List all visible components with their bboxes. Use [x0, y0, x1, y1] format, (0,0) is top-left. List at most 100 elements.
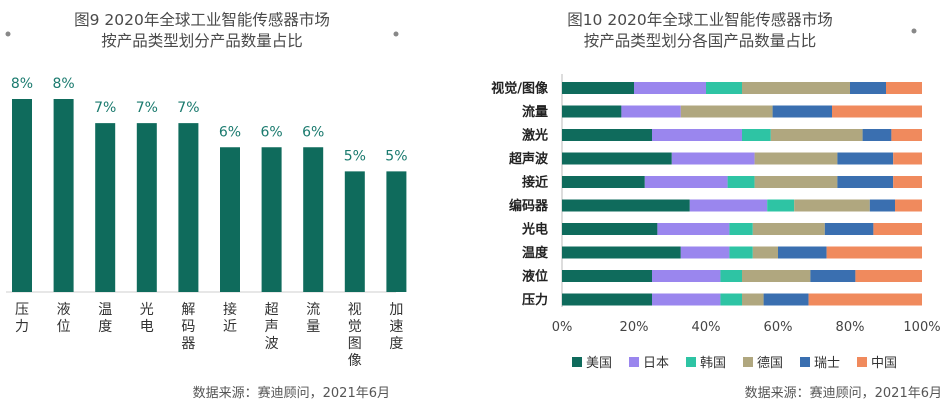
- right-segment-8-4: [810, 270, 856, 282]
- left-bar-value-4: 7%: [177, 100, 199, 116]
- right-segment-0-5: [886, 82, 922, 94]
- right-category-5: 编码器: [509, 198, 549, 214]
- left-bar-1: [53, 99, 74, 292]
- right-segment-9-4: [763, 293, 809, 306]
- right-segment-5-5: [895, 199, 922, 212]
- legend-label-4: 瑞士: [814, 356, 840, 371]
- right-segment-8-0: [562, 270, 652, 282]
- right-category-7: 温度: [522, 245, 549, 261]
- legend-swatch-2: [686, 357, 696, 367]
- right-chart-title-line1: 图10 2020年全球工业智能传感器市场: [567, 11, 833, 29]
- left-category-8: 视觉图像: [348, 302, 362, 369]
- right-segment-2-0: [562, 129, 652, 141]
- right-category-4: 接近: [522, 175, 548, 191]
- right-segment-5-1: [689, 199, 768, 212]
- right-category-8: 液位: [522, 269, 548, 285]
- right-segment-5-3: [794, 199, 870, 212]
- right-segment-1-4: [772, 105, 832, 118]
- left-bar-9: [386, 171, 407, 292]
- right-segment-4-2: [727, 176, 755, 188]
- right-category-9: 压力: [522, 292, 548, 308]
- left-chart-title-line2: 按产品类型划分产品数量占比: [101, 32, 303, 50]
- right-category-1: 流量: [522, 104, 548, 120]
- right-segment-9-0: [562, 293, 652, 306]
- left-category-3: 光电: [140, 302, 154, 335]
- right-segment-6-4: [824, 223, 874, 235]
- legend-label-3: 德国: [757, 356, 783, 371]
- left-category-7: 流量: [306, 302, 320, 335]
- left-category-5: 接近: [223, 301, 237, 335]
- right-segment-6-0: [562, 223, 658, 235]
- right-segment-7-5: [826, 246, 922, 259]
- right-segment-3-1: [671, 152, 755, 165]
- legend-label-0: 美国: [586, 356, 612, 371]
- left-bar-5: [220, 147, 240, 292]
- right-category-2: 激光: [522, 128, 548, 144]
- legend-label-1: 日本: [643, 356, 669, 371]
- left-category-2: 温度: [98, 302, 112, 335]
- decor-dot-right: [911, 28, 917, 34]
- right-segment-2-3: [770, 129, 863, 141]
- right-segment-7-0: [562, 246, 681, 259]
- right-segment-5-4: [869, 199, 895, 212]
- right-category-6: 光电: [521, 222, 548, 238]
- left-bar-value-3: 7%: [136, 100, 158, 116]
- right-segment-1-0: [562, 105, 622, 118]
- right-xtick-5: 100%: [903, 320, 940, 335]
- left-bar-value-0: 8%: [11, 76, 33, 92]
- left-bar-8: [344, 171, 365, 292]
- right-segment-6-2: [729, 223, 753, 235]
- right-segment-2-5: [891, 129, 922, 141]
- right-segment-8-1: [652, 270, 721, 282]
- decor-dot-left: [5, 31, 11, 37]
- right-segment-4-1: [644, 176, 728, 188]
- right-xtick-4: 80%: [836, 320, 865, 335]
- right-xtick-1: 20%: [620, 320, 649, 335]
- left-bar-2: [95, 123, 116, 292]
- right-chart-source: 数据来源：赛迪顾问，2021年6月: [745, 385, 942, 401]
- right-segment-4-3: [754, 176, 838, 188]
- left-category-0: 压力: [15, 302, 29, 335]
- right-segment-1-1: [621, 105, 681, 118]
- right-segment-0-1: [634, 82, 706, 94]
- right-segment-3-3: [754, 152, 838, 165]
- right-segment-8-5: [855, 270, 922, 282]
- left-bar-value-1: 8%: [52, 76, 74, 92]
- left-bar-value-8: 5%: [344, 148, 366, 164]
- right-segment-2-1: [652, 129, 742, 141]
- right-segment-5-0: [562, 199, 690, 212]
- left-chart-title-line1: 图9 2020年全球工业智能传感器市场: [74, 11, 330, 29]
- right-segment-2-2: [742, 129, 771, 141]
- right-segment-3-5: [893, 152, 922, 165]
- right-segment-6-1: [657, 223, 730, 235]
- legend-swatch-5: [857, 357, 867, 367]
- right-segment-4-0: [562, 176, 645, 188]
- left-bar-chart: 8% 压力 8% 液位 7% 温度 7% 光电 7% 解码器 6% 接近 6% 超声波 6% 流量 5% 视觉图像…: [6, 76, 408, 369]
- right-segment-6-3: [752, 223, 825, 235]
- right-segment-3-4: [837, 152, 894, 165]
- decor-dot-mid: [393, 31, 399, 37]
- right-segment-9-3: [742, 293, 764, 306]
- right-segment-4-5: [893, 176, 922, 188]
- right-segment-8-3: [742, 270, 811, 282]
- right-stacked-bar-chart: 0% 20% 40% 60% 80% 100% 视觉/图像流量激光超声波接近编码器光电温度液…: [491, 74, 941, 371]
- right-segment-1-5: [832, 105, 922, 118]
- left-bar-value-6: 6%: [260, 124, 282, 140]
- left-bar-3: [136, 123, 157, 292]
- legend-swatch-4: [800, 357, 810, 367]
- right-segment-7-3: [752, 246, 778, 259]
- left-bar-6: [261, 147, 282, 292]
- right-segment-3-0: [562, 152, 672, 165]
- right-segment-7-4: [778, 246, 827, 259]
- right-xtick-0: 0%: [552, 320, 573, 335]
- right-category-3: 超声波: [509, 151, 549, 167]
- left-bar-value-7: 6%: [302, 124, 324, 140]
- right-segment-5-2: [767, 199, 795, 212]
- right-segment-7-1: [680, 246, 730, 259]
- legend-swatch-3: [743, 357, 753, 367]
- left-chart-source: 数据来源：赛迪顾问，2021年6月: [193, 385, 390, 401]
- right-segment-0-3: [742, 82, 850, 94]
- right-segment-0-0: [562, 82, 634, 94]
- right-xtick-2: 40%: [692, 320, 721, 335]
